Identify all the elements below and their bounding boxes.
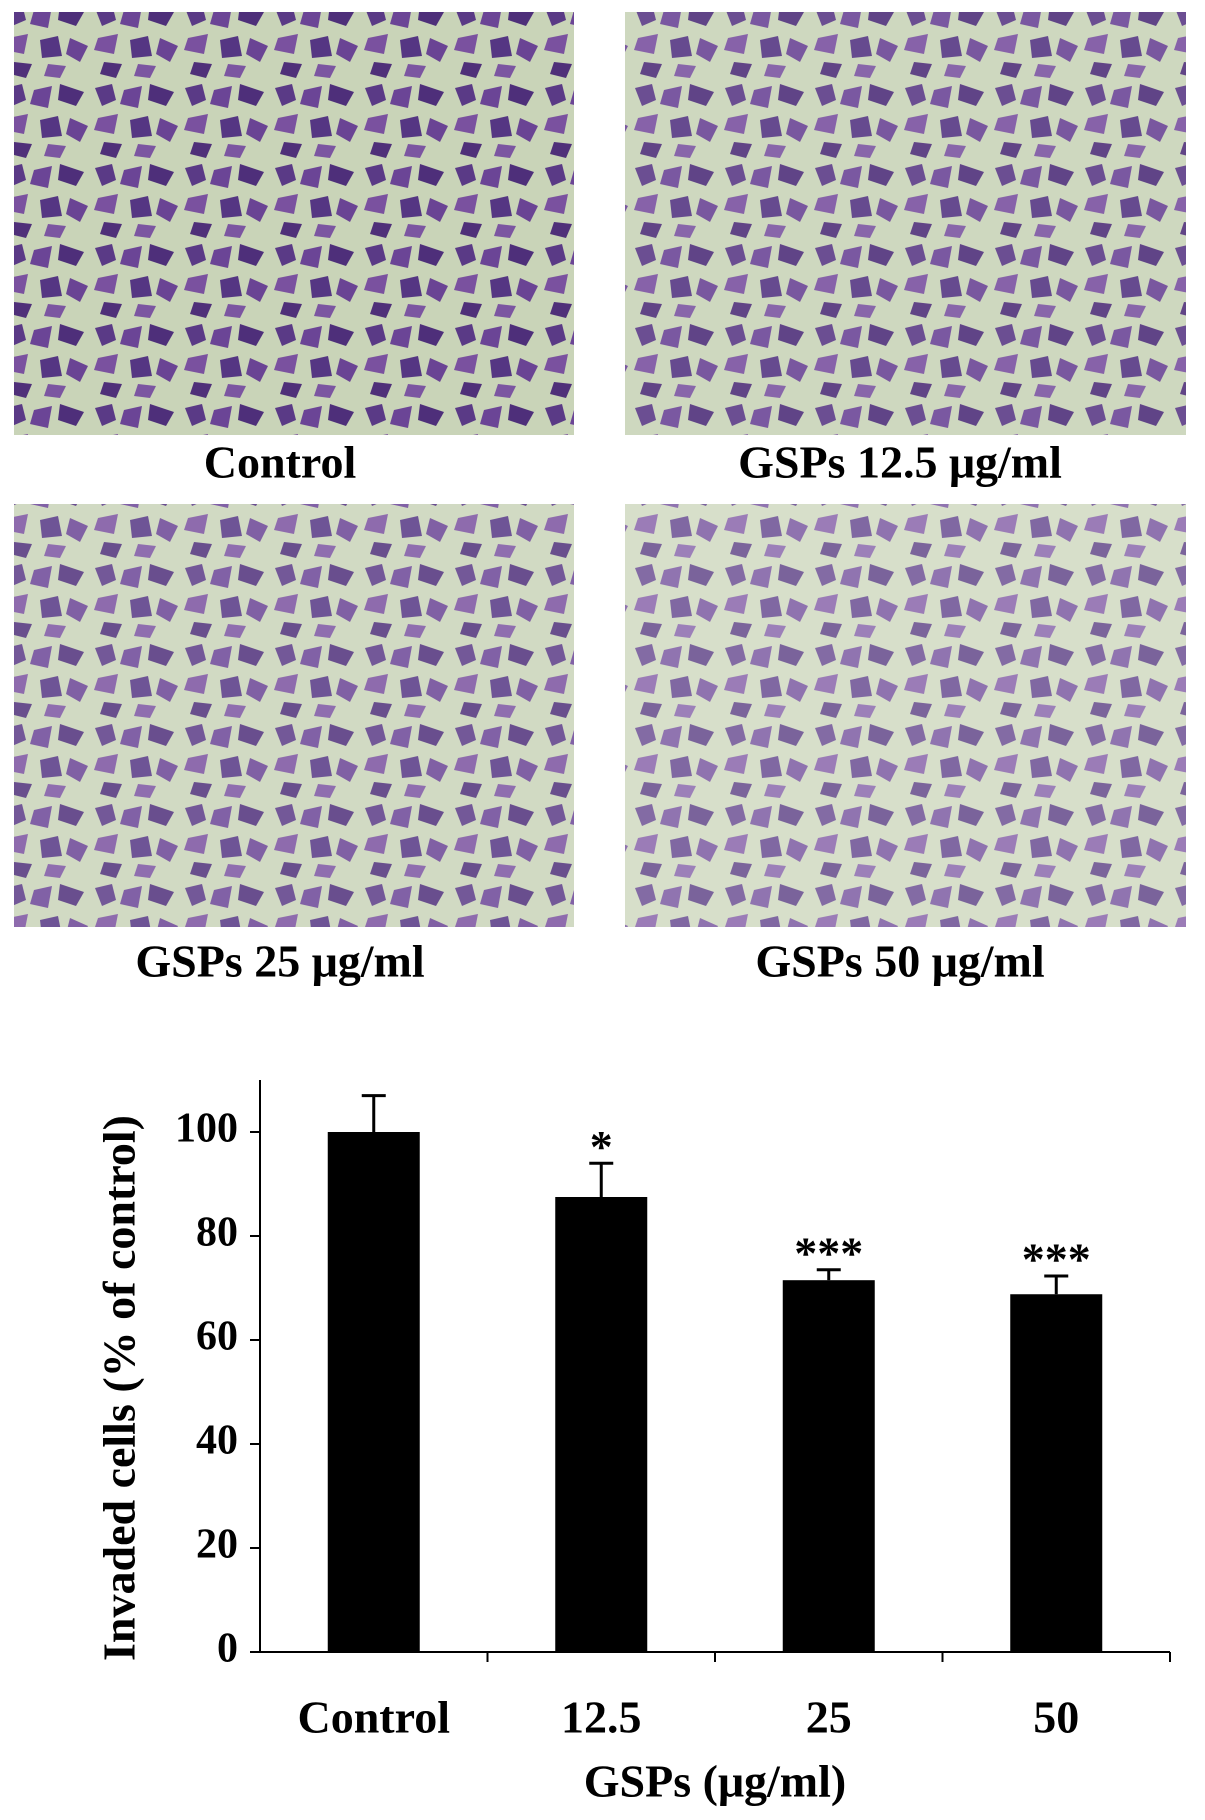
- x-tick-label: 25: [806, 1692, 852, 1743]
- panel-label: GSPs 25 μg/ml: [135, 936, 424, 987]
- y-tick-label: 80: [196, 1210, 238, 1256]
- bar: [555, 1197, 648, 1652]
- micrograph: [625, 12, 1186, 435]
- y-tick-label: 0: [217, 1626, 238, 1672]
- significance-label: ***: [794, 1227, 863, 1278]
- x-tick-label: 50: [1033, 1692, 1079, 1743]
- y-tick-label: 40: [196, 1418, 238, 1464]
- micrograph: [14, 12, 574, 435]
- bar: [1010, 1294, 1103, 1652]
- x-axis-title: GSPs (μg/ml): [584, 1756, 846, 1807]
- x-tick-label: Control: [298, 1692, 451, 1743]
- y-tick-label: 100: [175, 1106, 238, 1152]
- micrograph: [625, 504, 1186, 927]
- significance-label: *: [590, 1121, 613, 1172]
- bar: [782, 1280, 875, 1652]
- panel-label: GSPs 50 μg/ml: [755, 936, 1044, 987]
- bar: [327, 1132, 420, 1652]
- panel-label: Control: [204, 437, 357, 488]
- x-tick-label: 12.5: [561, 1692, 642, 1743]
- y-tick-label: 20: [196, 1522, 238, 1568]
- y-tick-label: 60: [196, 1314, 238, 1360]
- y-axis-title: Invaded cells (% of control): [94, 1115, 145, 1661]
- panel-label: GSPs 12.5 μg/ml: [738, 437, 1062, 488]
- micrograph: [14, 504, 574, 927]
- significance-label: ***: [1022, 1234, 1091, 1285]
